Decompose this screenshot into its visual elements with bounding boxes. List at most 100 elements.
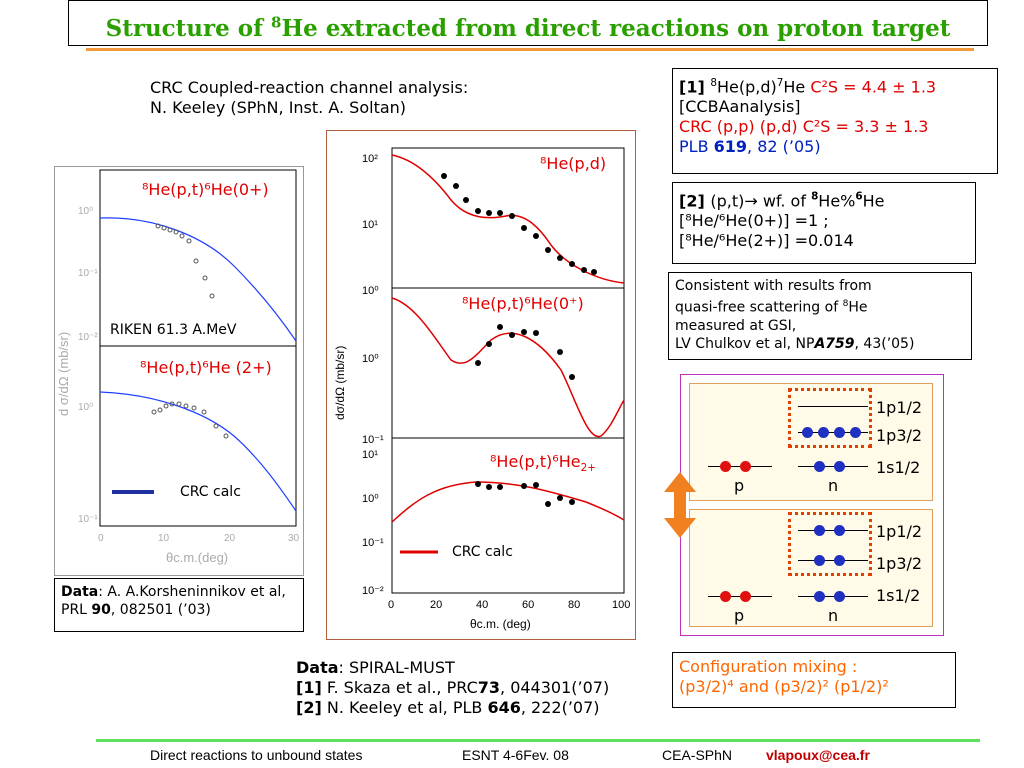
neutron-dot [814, 555, 825, 566]
left-bottom-frame [99, 345, 297, 527]
point [193, 258, 199, 264]
center-figure [326, 130, 636, 640]
neutron-dot [834, 525, 845, 536]
crc-note: CRC Coupled-reaction channel analysis: N… [150, 78, 469, 117]
shell-diagram: 1p1/2 1p3/2 1s1/2 p n 1p1/2 1p3/2 1s1/2 … [680, 374, 944, 636]
panel-1-label: ⁸He(p,d) [540, 154, 607, 173]
point [486, 341, 492, 347]
neutron-dot [834, 555, 845, 566]
double-arrow-icon [664, 472, 696, 538]
bottom-references: Data: SPIRAL-MUST [1] F. Skaza et al., P… [296, 658, 610, 717]
proton-dot [720, 461, 731, 472]
point [545, 247, 551, 253]
point [497, 484, 503, 490]
reference-box-2: [2] (p,t)→ wf. of 8He%6He [⁸He/⁶He(0+)] … [672, 182, 976, 264]
point [173, 229, 179, 235]
panel-3-label: ⁸He(p,t)⁶He2+ [490, 452, 596, 475]
point [533, 233, 539, 239]
center-legend-text: CRC calc [452, 544, 513, 560]
reference-box-1: [1] 8He(p,d)7He C²S = 4.4 ± 1.3 [CCBAana… [672, 68, 998, 174]
point [167, 227, 173, 233]
y-tick: 10⁻¹ [78, 268, 98, 279]
y-tick: 10⁰ [78, 402, 93, 413]
neutron-dot [834, 591, 845, 602]
proton-dot [740, 461, 751, 472]
level-1p12 [798, 530, 868, 531]
panel-3-points [475, 481, 575, 507]
footer-rule [96, 739, 980, 742]
x-tick: 100 [612, 599, 630, 611]
footer-lab: CEA-SPhN [662, 747, 733, 763]
x-tick: 40 [476, 599, 488, 611]
panel-2-points [475, 324, 575, 380]
panel-3-curve [391, 481, 625, 523]
point [591, 269, 597, 275]
left-bottom-points [151, 401, 229, 439]
x-tick: 0 [98, 533, 104, 544]
y-tick: 10⁻¹ [78, 514, 98, 525]
footer-talk-title: Direct reactions to unbound states [150, 747, 363, 763]
point [209, 293, 215, 299]
neutron-dot [802, 427, 813, 438]
point [557, 349, 563, 355]
point [169, 401, 175, 407]
label-1p32: 1p3/2 [876, 554, 923, 573]
left-bottom-curve [99, 391, 297, 512]
point [486, 210, 492, 216]
label-n: n [828, 606, 839, 625]
y-tick: 10⁰ [78, 206, 93, 217]
point [497, 210, 503, 216]
neutron-dot [814, 591, 825, 602]
dashed-highlight-2 [788, 512, 872, 576]
neutron-dot [834, 427, 845, 438]
footer-email[interactable]: vlapoux@cea.fr [766, 747, 870, 763]
point [475, 481, 481, 487]
point [186, 238, 192, 244]
point [581, 267, 587, 273]
shell-box-1: 1p1/2 1p3/2 1s1/2 p n [689, 383, 933, 501]
point [569, 374, 575, 380]
riken-label: RIKEN 61.3 A.MeV [110, 322, 237, 338]
y-tick: 10⁻² [78, 332, 98, 343]
point [176, 401, 182, 407]
configuration-mixing-box: Configuration mixing : (p3/2)⁴ and (p3/2… [672, 652, 956, 708]
point [155, 223, 161, 229]
x-tick: 10 [158, 533, 170, 544]
label-1p12: 1p1/2 [876, 522, 923, 541]
point [557, 495, 563, 501]
panel-3-frame [391, 437, 625, 594]
shell-box-2: 1p1/2 1p3/2 1s1/2 p n [689, 509, 933, 627]
level-1s12-n [798, 596, 868, 597]
reference-box-3: Consistent with results from quasi-free … [668, 272, 972, 360]
point [521, 225, 527, 231]
x-tick: 0 [388, 599, 394, 611]
dashed-highlight-1 [788, 388, 872, 448]
x-tick: 30 [288, 533, 300, 544]
y-tick: 10⁻² [362, 585, 384, 597]
left-legend-text: CRC calc [180, 484, 241, 500]
title-underline [86, 48, 974, 51]
point [475, 360, 481, 366]
x-axis-label: θc.m.(deg) [166, 550, 228, 565]
y-tick: 10⁰ [362, 493, 379, 505]
point [557, 255, 563, 261]
x-tick: 20 [224, 533, 236, 544]
point [163, 403, 169, 409]
label-n: n [828, 476, 839, 495]
left-top-curve [99, 217, 297, 342]
y-tick: 10⁰ [362, 353, 379, 365]
point [201, 409, 207, 415]
point [223, 433, 229, 439]
point [453, 183, 459, 189]
center-plots-svg: 0 20 40 60 80 100 10² 10¹ 10⁰ 10⁰ 10⁻¹ 1… [333, 147, 630, 631]
neutron-dot [818, 427, 829, 438]
point [161, 225, 167, 231]
point [183, 403, 189, 409]
neutron-dot [814, 461, 825, 472]
level-1p32 [798, 560, 868, 561]
point [533, 482, 539, 488]
footer-event: ESNT 4-6Fev. 08 [462, 747, 569, 763]
point [521, 329, 527, 335]
x-tick: 80 [568, 599, 580, 611]
neutron-dot [850, 427, 861, 438]
